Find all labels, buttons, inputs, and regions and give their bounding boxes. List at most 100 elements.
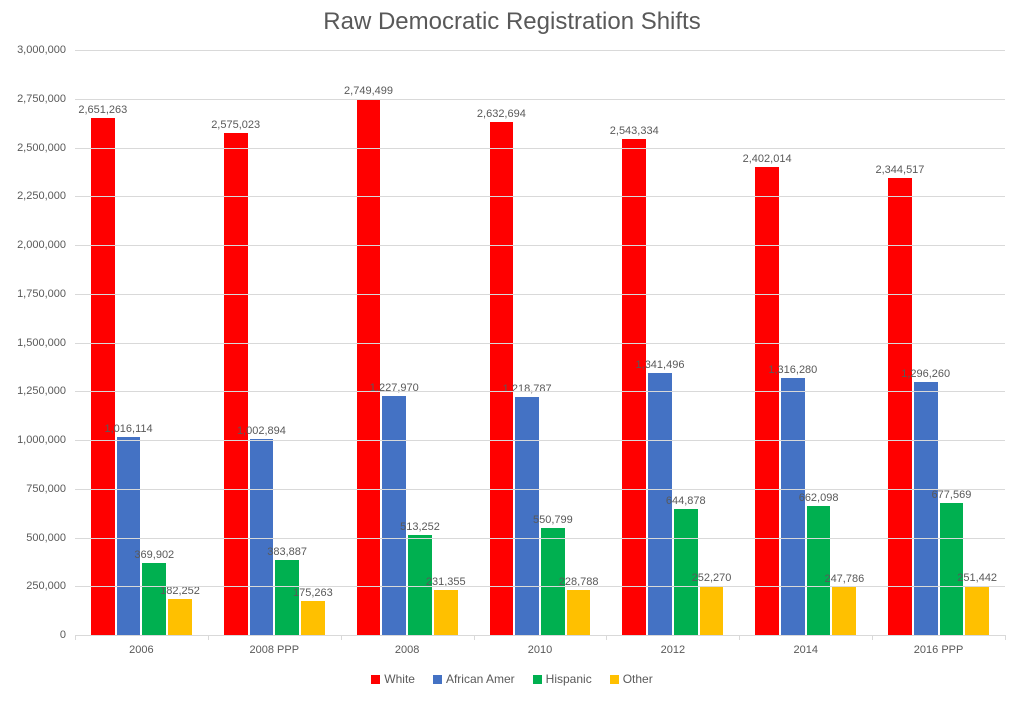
- bar: [965, 586, 989, 635]
- x-axis-label: 2008 PPP: [250, 644, 300, 656]
- x-axis-label: 2006: [129, 644, 153, 656]
- legend-label: White: [384, 672, 415, 686]
- bar: [781, 378, 805, 635]
- y-axis-label: 2,750,000: [6, 93, 66, 105]
- gridline: [75, 245, 1005, 246]
- bar-value-label: 677,569: [932, 489, 972, 501]
- bar-value-label: 1,218,787: [503, 383, 552, 395]
- y-axis-label: 0: [6, 629, 66, 641]
- bar: [832, 587, 856, 635]
- legend-swatch: [610, 675, 619, 684]
- legend-swatch: [533, 675, 542, 684]
- bar: [490, 122, 514, 635]
- gridline: [75, 148, 1005, 149]
- legend-label: Hispanic: [546, 672, 592, 686]
- bar-value-label: 550,799: [533, 514, 573, 526]
- x-tick: [75, 635, 76, 640]
- gridline: [75, 196, 1005, 197]
- bar: [301, 601, 325, 635]
- x-tick: [474, 635, 475, 640]
- bar-value-label: 2,543,334: [610, 125, 659, 137]
- x-axis-label: 2014: [793, 644, 817, 656]
- bar-value-label: 369,902: [134, 549, 174, 561]
- y-axis-label: 3,000,000: [6, 44, 66, 56]
- legend-item: White: [371, 672, 415, 686]
- bar-value-label: 2,402,014: [743, 153, 792, 165]
- bar-value-label: 251,442: [957, 572, 997, 584]
- legend: White African Amer Hispanic Other: [0, 672, 1024, 686]
- gridline: [75, 50, 1005, 51]
- y-axis-label: 1,000,000: [6, 434, 66, 446]
- bar: [434, 590, 458, 635]
- bar: [382, 396, 406, 635]
- bar-value-label: 247,786: [824, 573, 864, 585]
- bar-value-label: 513,252: [400, 521, 440, 533]
- legend-label: Other: [623, 672, 653, 686]
- bar-value-label: 252,270: [692, 572, 732, 584]
- bar-value-label: 383,887: [267, 546, 307, 558]
- bar: [755, 167, 779, 635]
- gridline: [75, 343, 1005, 344]
- gridline: [75, 440, 1005, 441]
- x-tick: [872, 635, 873, 640]
- bar-value-label: 182,252: [160, 585, 200, 597]
- y-axis-label: 2,250,000: [6, 190, 66, 202]
- y-axis-label: 250,000: [6, 580, 66, 592]
- bar-value-label: 2,575,023: [211, 119, 260, 131]
- x-tick: [341, 635, 342, 640]
- plot-area: 2,651,263 1,016,114 369,902 182,252 2,575,02…: [75, 50, 1005, 635]
- bar: [622, 139, 646, 635]
- x-axis: 20062008 PPP20082010201220142016 PPP: [75, 638, 1005, 658]
- bar-value-label: 2,344,517: [875, 164, 924, 176]
- chart-title: Raw Democratic Registration Shifts: [0, 0, 1024, 36]
- bar: [224, 133, 248, 635]
- y-axis-label: 2,500,000: [6, 142, 66, 154]
- gridline: [75, 489, 1005, 490]
- bar-value-label: 1,296,260: [901, 368, 950, 380]
- y-axis-label: 1,250,000: [6, 385, 66, 397]
- legend-swatch: [371, 675, 380, 684]
- bar-value-label: 1,016,114: [104, 423, 152, 435]
- y-axis-label: 2,000,000: [6, 239, 66, 251]
- bar: [940, 503, 964, 635]
- bar-value-label: 2,632,694: [477, 108, 526, 120]
- bar: [168, 599, 192, 635]
- legend-item: Other: [610, 672, 653, 686]
- y-axis-label: 750,000: [6, 483, 66, 495]
- gridline: [75, 99, 1005, 100]
- gridline: [75, 391, 1005, 392]
- bar: [567, 590, 591, 635]
- bar: [142, 563, 166, 635]
- bar: [700, 586, 724, 635]
- x-tick: [739, 635, 740, 640]
- x-tick: [606, 635, 607, 640]
- y-axis-label: 1,500,000: [6, 337, 66, 349]
- bar: [357, 99, 381, 635]
- x-axis-label: 2008: [395, 644, 419, 656]
- bar: [117, 437, 141, 635]
- y-axis-label: 1,750,000: [6, 288, 66, 300]
- legend-item: African Amer: [433, 672, 515, 686]
- legend-item: Hispanic: [533, 672, 592, 686]
- bar: [888, 178, 912, 635]
- bar-value-label: 1,002,894: [237, 425, 286, 437]
- bar: [914, 382, 938, 635]
- bar-value-label: 1,341,496: [636, 359, 685, 371]
- gridline: [75, 294, 1005, 295]
- legend-label: African Amer: [446, 672, 515, 686]
- chart-container: Raw Democratic Registration Shifts 2,651…: [0, 0, 1024, 717]
- bar-value-label: 662,098: [799, 492, 839, 504]
- bar-value-label: 1,316,280: [768, 364, 817, 376]
- y-axis-label: 500,000: [6, 532, 66, 544]
- gridline: [75, 635, 1005, 636]
- legend-swatch: [433, 675, 442, 684]
- bar: [807, 506, 831, 635]
- bar-value-label: 2,651,263: [78, 104, 127, 116]
- x-axis-label: 2016 PPP: [914, 644, 964, 656]
- x-axis-label: 2012: [661, 644, 685, 656]
- gridline: [75, 538, 1005, 539]
- bar-value-label: 644,878: [666, 495, 706, 507]
- x-tick: [1005, 635, 1006, 640]
- bar-value-label: 2,749,499: [344, 85, 393, 97]
- x-tick: [208, 635, 209, 640]
